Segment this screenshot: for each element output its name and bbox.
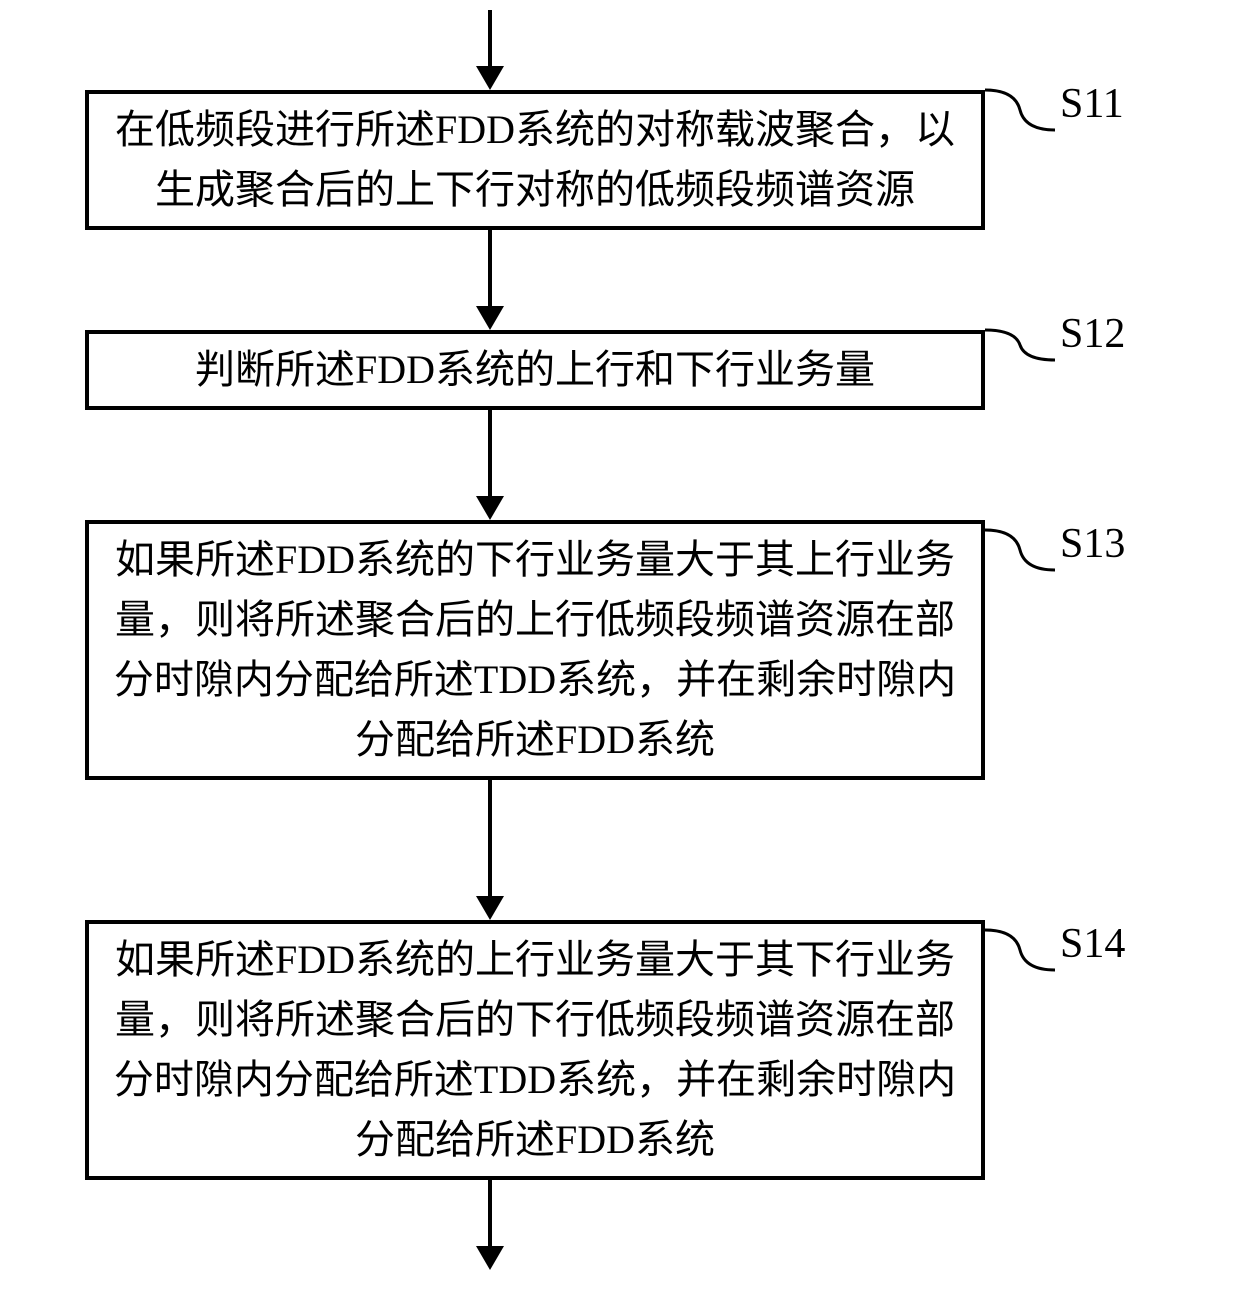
label-s11: S11 xyxy=(1060,80,1124,128)
arrow-start-s11 xyxy=(488,10,492,70)
arrowhead-s12 xyxy=(476,306,504,330)
arrowhead-s13 xyxy=(476,496,504,520)
arrowhead-end xyxy=(476,1246,504,1270)
arrow-s11-s12 xyxy=(488,230,492,310)
box-s11-text: 在低频段进行所述FDD系统的对称载波聚合，以生成聚合后的上下行对称的低频段频谱资… xyxy=(109,100,961,220)
arrow-s12-s13 xyxy=(488,410,492,500)
connector-s13 xyxy=(985,520,1060,580)
box-s13-text: 如果所述FDD系统的下行业务量大于其上行业务量，则将所述聚合后的上行低频段频谱资… xyxy=(109,530,961,770)
box-s11: 在低频段进行所述FDD系统的对称载波聚合，以生成聚合后的上下行对称的低频段频谱资… xyxy=(85,90,985,230)
label-s13: S13 xyxy=(1060,520,1125,568)
connector-s14 xyxy=(985,920,1060,980)
box-s12: 判断所述FDD系统的上行和下行业务量 xyxy=(85,330,985,410)
arrow-s14-end xyxy=(488,1180,492,1250)
box-s12-text: 判断所述FDD系统的上行和下行业务量 xyxy=(195,340,875,400)
box-s13: 如果所述FDD系统的下行业务量大于其上行业务量，则将所述聚合后的上行低频段频谱资… xyxy=(85,520,985,780)
arrow-s13-s14 xyxy=(488,780,492,900)
label-s12: S12 xyxy=(1060,310,1125,358)
label-s14: S14 xyxy=(1060,920,1125,968)
connector-s12 xyxy=(985,310,1060,370)
arrowhead-s11 xyxy=(476,66,504,90)
flowchart-container: 在低频段进行所述FDD系统的对称载波聚合，以生成聚合后的上下行对称的低频段频谱资… xyxy=(0,0,1240,1289)
arrowhead-s14 xyxy=(476,896,504,920)
box-s14: 如果所述FDD系统的上行业务量大于其下行业务量，则将所述聚合后的下行低频段频谱资… xyxy=(85,920,985,1180)
connector-s11 xyxy=(985,80,1060,140)
box-s14-text: 如果所述FDD系统的上行业务量大于其下行业务量，则将所述聚合后的下行低频段频谱资… xyxy=(109,930,961,1170)
